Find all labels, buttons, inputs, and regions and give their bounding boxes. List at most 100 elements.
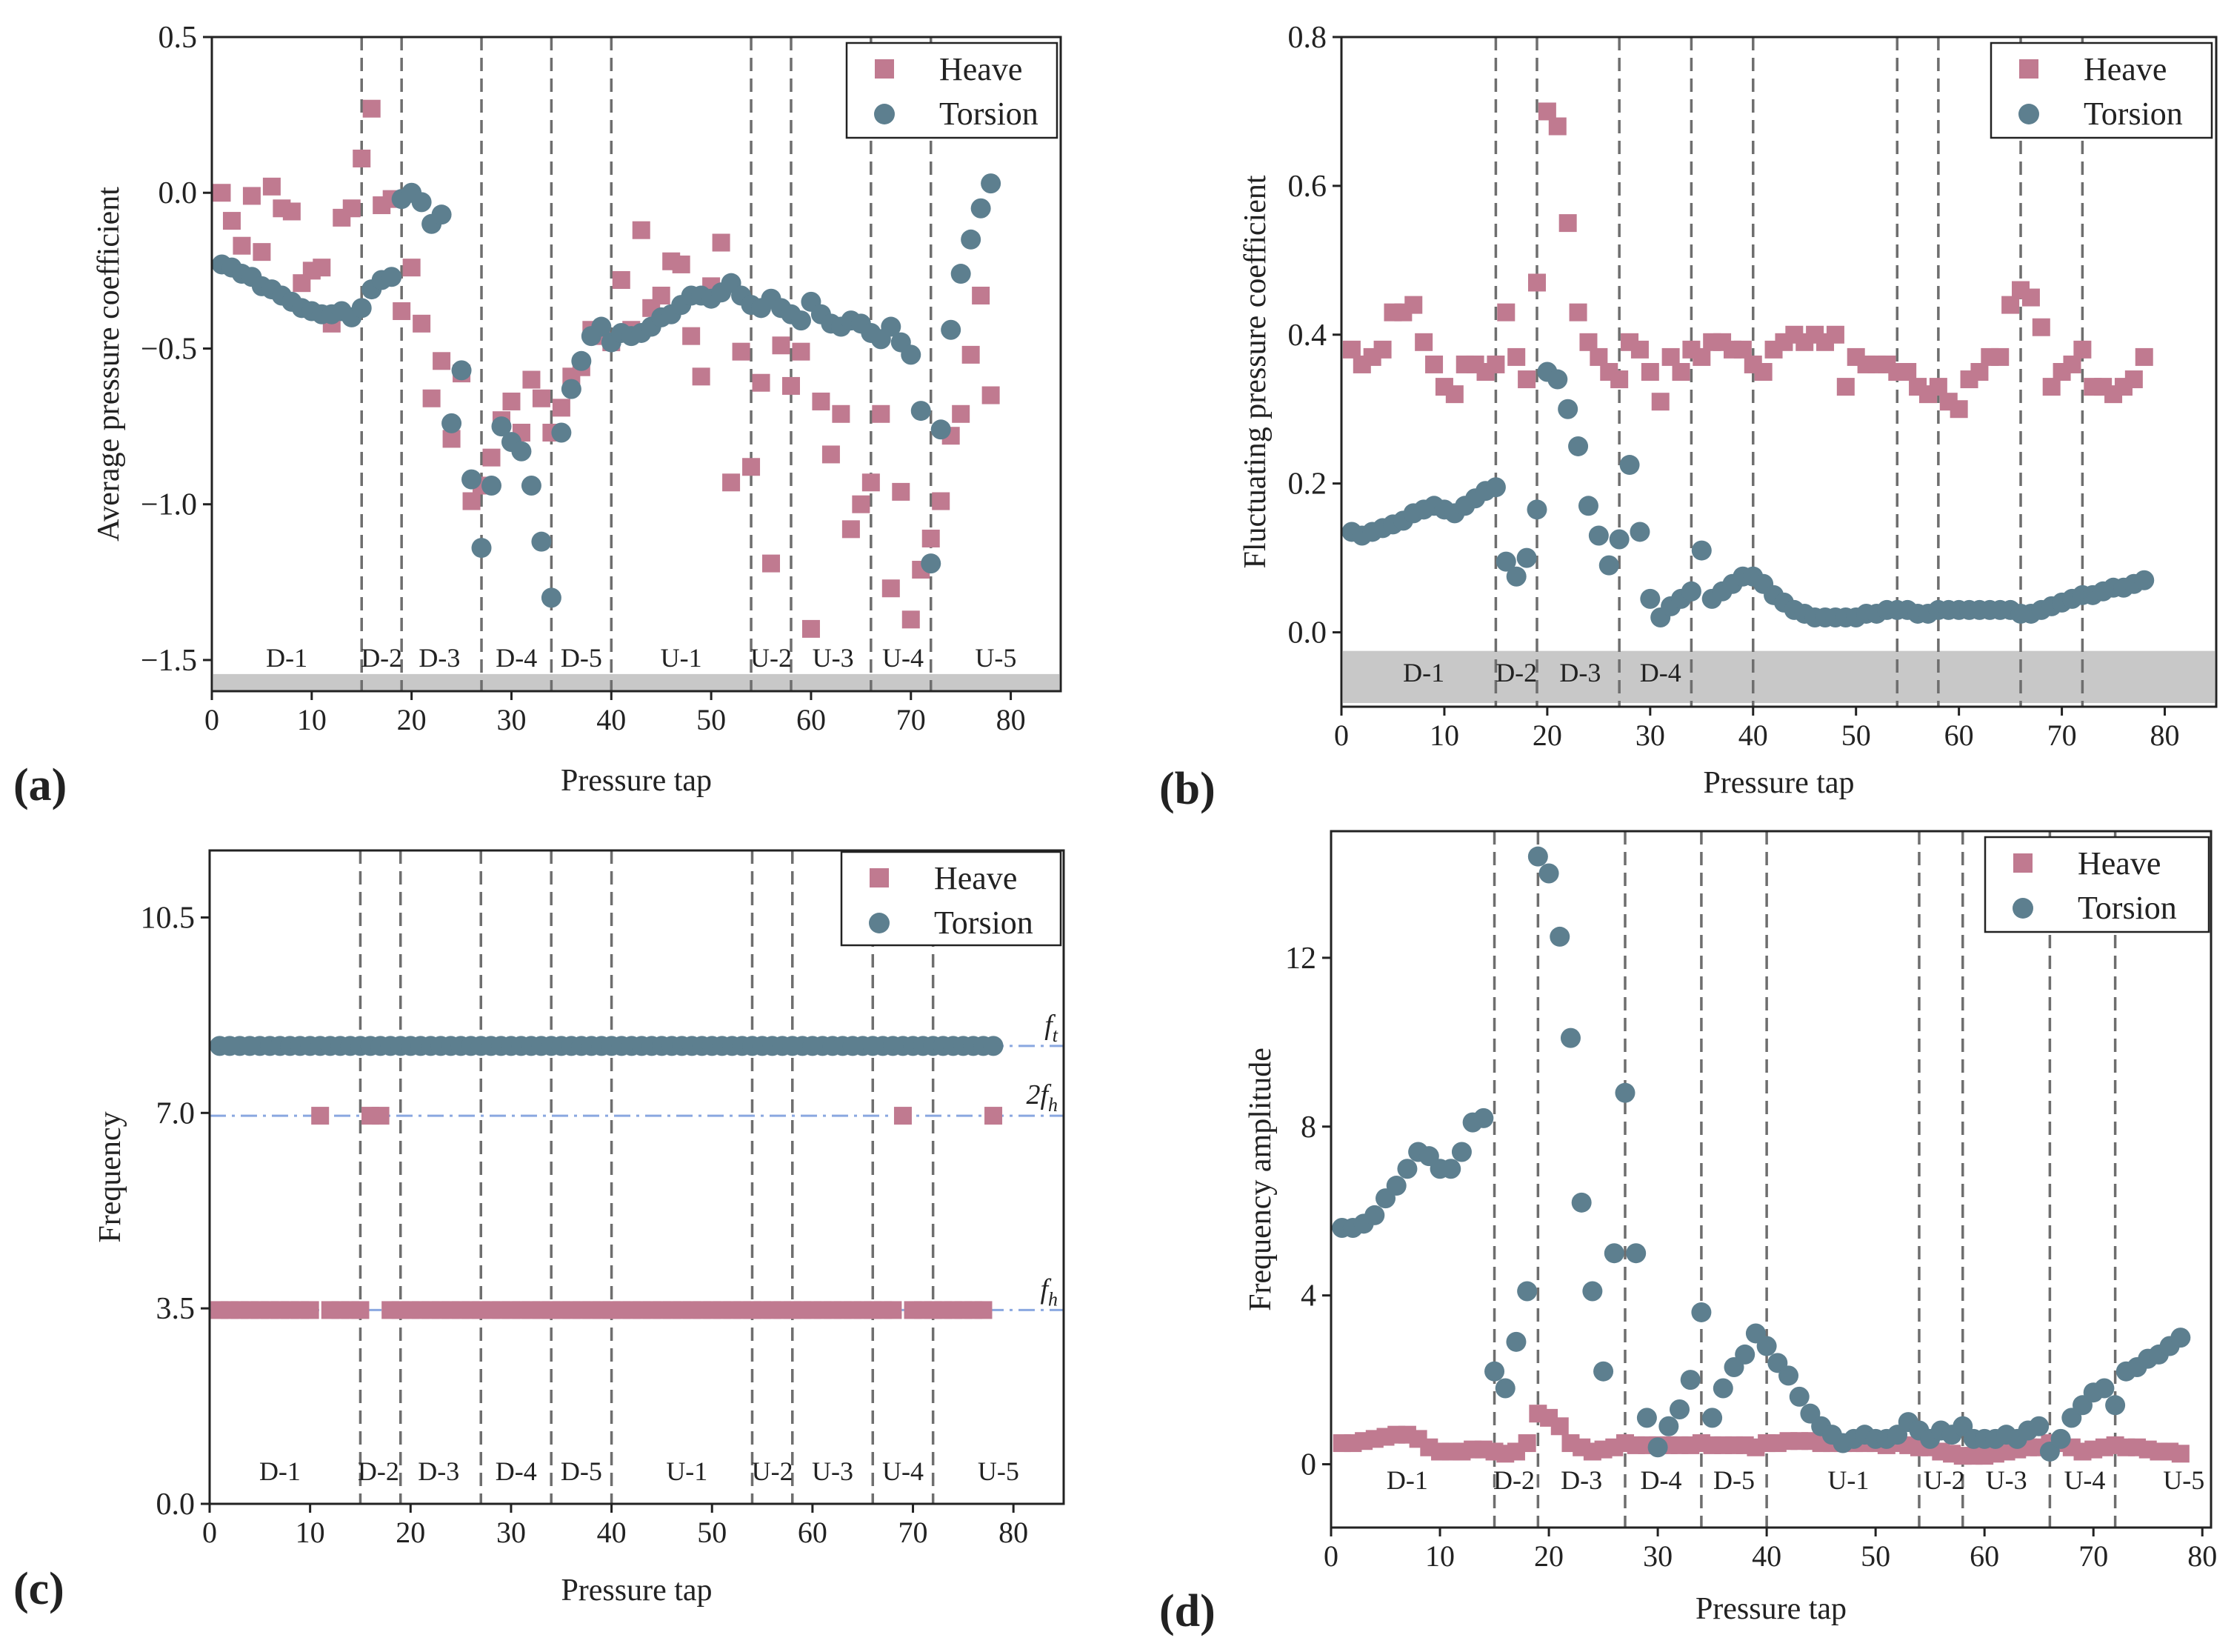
heave-point (722, 473, 741, 492)
region-label: D-2 (361, 643, 402, 673)
torsion-point (1547, 369, 1568, 390)
region-label: U-5 (978, 1456, 1019, 1486)
heave-point (762, 554, 781, 573)
heave-point (893, 1107, 912, 1125)
region-label: D-2 (358, 1456, 399, 1486)
torsion-point (2094, 1378, 2115, 1399)
y-tick-label: 7.0 (156, 1096, 196, 1130)
region-label: D-1 (259, 1456, 301, 1486)
torsion-point (1626, 1243, 1647, 1264)
heave-point (712, 233, 730, 252)
heave-point (1527, 273, 1546, 292)
torsion-point (1441, 1159, 1461, 1179)
heave-point (1950, 400, 1968, 419)
heave-point (222, 212, 241, 230)
heave-point (1661, 347, 1680, 366)
heave-point (742, 458, 761, 476)
region-label: D-4 (496, 643, 537, 673)
torsion-point (961, 229, 981, 250)
torsion-point (531, 531, 552, 552)
heave-point (362, 99, 381, 118)
y-tick-label: 10.5 (141, 901, 196, 935)
x-tick-label: 10 (1430, 719, 1459, 752)
torsion-point (351, 298, 372, 319)
torsion-point (981, 173, 1001, 194)
panel-letter-a: (a) (13, 760, 67, 810)
region-label: D-2 (1496, 658, 1537, 687)
torsion-point (481, 475, 502, 496)
torsion-point (441, 413, 462, 433)
x-tick-label: 50 (1861, 1539, 1890, 1573)
x-tick-label: 20 (396, 1516, 425, 1549)
torsion-point (1778, 1365, 1799, 1386)
heave-point (502, 392, 521, 410)
x-tick-label: 70 (2078, 1539, 2108, 1573)
x-tick-label: 50 (696, 703, 726, 736)
heave-point (1754, 363, 1773, 381)
panel-b-fluctuating-pressure: D-1 D-2 D-3 D-4 0 10 20 30 40 50 60 70 80 0.0 0.2 0.4 0.… (1238, 21, 2218, 800)
torsion-point (1527, 499, 1547, 520)
torsion-point (1669, 1399, 1690, 1419)
panel-letter-c: (c) (13, 1564, 64, 1614)
reference-line-label: fh (1040, 1273, 1058, 1310)
torsion-point (1691, 1302, 1712, 1322)
heave-point (1558, 214, 1577, 233)
x-tick-label: 0 (1324, 1539, 1338, 1573)
x-axis-title: Pressure tap (561, 764, 712, 798)
y-tick-label: 3.5 (156, 1292, 196, 1326)
torsion-point (491, 416, 512, 437)
x-tick-label: 60 (798, 1516, 827, 1549)
region-label: D-5 (561, 1456, 602, 1486)
heave-point (1826, 325, 1844, 344)
x-tick-label: 40 (596, 703, 626, 736)
heave-point (981, 386, 1000, 404)
torsion-point (1527, 846, 1548, 867)
region-label: U-3 (1986, 1465, 2027, 1495)
legend-heave-label: Heave (939, 51, 1022, 87)
heave-point (313, 259, 331, 277)
legend-heave-marker (2019, 59, 2038, 79)
y-axis-title: Average pressure coefficient (92, 187, 126, 542)
heave-point (901, 610, 920, 629)
panel-a-average-pressure: D-1 D-2 D-3 D-4 D-5 U-1 U-2 U-3 U-4 U-5 0 10 20 30 40 5… (92, 21, 1062, 798)
region-label: U-3 (812, 1456, 853, 1486)
x-tick-label: 40 (597, 1516, 627, 1549)
region-label: D-4 (1640, 658, 1681, 687)
torsion-point (1496, 551, 1516, 572)
region-label: D-3 (418, 1456, 459, 1486)
legend-heave-marker (2013, 853, 2033, 873)
region-label: U-1 (1827, 1465, 1869, 1495)
heave-point (672, 255, 690, 273)
torsion-point (1789, 1386, 1810, 1407)
heave-point (1693, 347, 1711, 366)
legend-torsion-marker (2013, 898, 2033, 919)
torsion-point (1578, 496, 1598, 516)
region-label: D-3 (419, 643, 460, 673)
heave-point (311, 1107, 330, 1125)
legend-torsion-marker (874, 104, 895, 124)
y-tick-label: 0.4 (1288, 319, 1327, 353)
torsion-point (1615, 1082, 1636, 1103)
x-tick-label: 70 (898, 1516, 928, 1549)
heave-point (1641, 363, 1659, 381)
torsion-point (1658, 1416, 1679, 1436)
torsion-point (1485, 477, 1506, 498)
torsion-point (1506, 1331, 1527, 1352)
reference-line-label: ft (1044, 1010, 1058, 1046)
heave-point (2171, 1445, 2190, 1463)
x-tick-label: 30 (1636, 719, 1665, 752)
panel-d-frequency-amplitude: D-1 D-2 D-3 D-4 D-5 U-1 U-2 U-3 U-4 U-50 10 20 30 40 5… (1244, 830, 2217, 1626)
y-tick-label: 0.8 (1288, 21, 1327, 55)
torsion-point (1538, 863, 1559, 884)
torsion-point (1484, 1361, 1505, 1382)
legend-torsion-label: Torsion (2084, 96, 2183, 132)
x-tick-label: 40 (1752, 1539, 1781, 1573)
legend-heave-marker (875, 59, 894, 79)
heave-point (1610, 370, 1629, 389)
y-tick-label: 0.0 (156, 1488, 196, 1522)
heave-point (413, 314, 431, 333)
y-tick-label: 0.6 (1288, 170, 1327, 204)
y-axis-title: Fluctuating pressure coefficient (1238, 175, 1273, 568)
torsion-point (541, 587, 561, 608)
region-label: U-4 (882, 1456, 924, 1486)
